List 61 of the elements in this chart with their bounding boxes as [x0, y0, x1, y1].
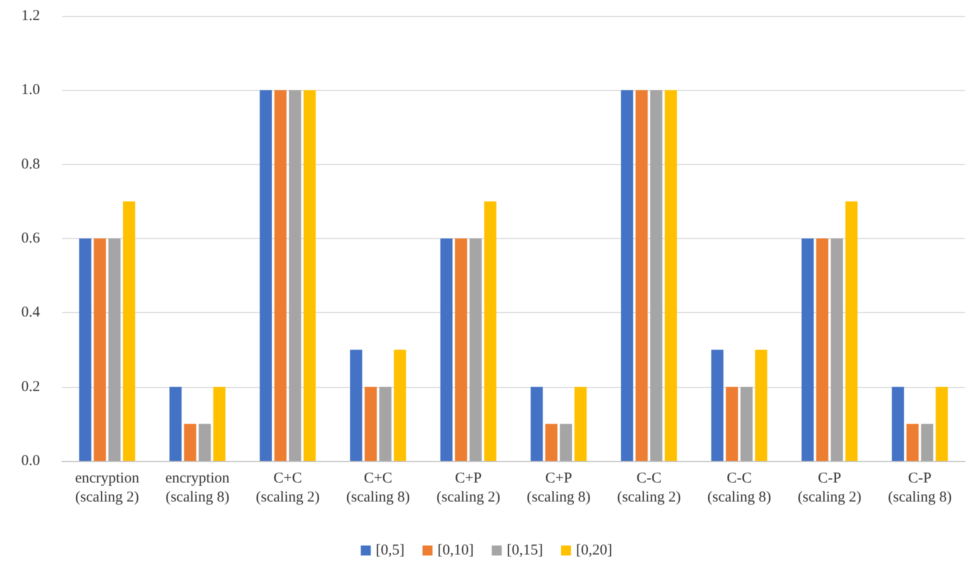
- x-tick-label: C-P (scaling 2): [798, 470, 862, 506]
- legend-label: [0,10]: [438, 542, 474, 558]
- bar: [936, 386, 948, 461]
- x-tick-label: C+P (scaling 8): [526, 470, 591, 506]
- bar: [108, 238, 121, 461]
- bar: [545, 424, 558, 461]
- bar: [664, 90, 677, 461]
- bar: [470, 238, 482, 461]
- bar: [274, 90, 287, 461]
- x-tick-label: C-C (scaling 8): [707, 470, 772, 506]
- bar: [364, 386, 377, 461]
- bar: [79, 238, 92, 461]
- x-tick-label: C+P (scaling 2): [436, 470, 500, 506]
- x-tick-label: C-P (scaling 8): [888, 470, 952, 506]
- bar: [169, 386, 182, 461]
- bar: [304, 90, 316, 461]
- bar: [350, 350, 362, 461]
- bar: [921, 424, 934, 461]
- y-tick-label: 1.2: [21, 8, 40, 24]
- x-tick-label: encryption (scaling 8): [165, 470, 230, 506]
- y-tick-label: 0.4: [21, 304, 40, 321]
- bar: [650, 90, 662, 461]
- bar: [122, 201, 136, 461]
- bar: [94, 238, 106, 461]
- bar: [755, 350, 768, 461]
- y-tick-label: 0.8: [21, 156, 40, 172]
- bar: [184, 424, 196, 461]
- y-tick-label: 0.2: [21, 378, 40, 395]
- bar: [213, 386, 226, 461]
- bar: [740, 386, 753, 461]
- bar: [198, 424, 211, 461]
- x-tick-label: encryption (scaling 2): [75, 470, 140, 506]
- bar: [906, 424, 919, 461]
- bar: [726, 386, 738, 461]
- bar: [574, 386, 587, 461]
- bar: [394, 350, 406, 461]
- y-tick-label: 1.0: [21, 82, 40, 98]
- bar: [379, 386, 392, 461]
- bar: [636, 90, 648, 461]
- bar: [620, 90, 634, 461]
- x-tick-label: C-C (scaling 2): [617, 470, 681, 506]
- bar: [711, 350, 724, 461]
- bar: [288, 90, 302, 461]
- y-tick-label: 0.6: [21, 230, 40, 246]
- x-tick-label: C+C (scaling 8): [346, 470, 410, 506]
- bar: [530, 386, 543, 461]
- bar: [845, 201, 858, 461]
- x-tick-label: C+C (scaling 2): [256, 470, 320, 506]
- bar: [260, 90, 272, 461]
- legend-label: [0,15]: [506, 542, 543, 558]
- bar: [892, 386, 904, 461]
- bar: [454, 238, 468, 461]
- bar: [560, 424, 572, 461]
- bar: [484, 201, 496, 461]
- bar: [816, 238, 828, 461]
- bar: [440, 238, 453, 461]
- y-tick-label: 0.0: [21, 453, 40, 469]
- legend-label: [0,20]: [576, 542, 612, 558]
- legend-label: [0,5]: [376, 542, 405, 558]
- bar: [830, 238, 843, 461]
- bar: [802, 238, 814, 461]
